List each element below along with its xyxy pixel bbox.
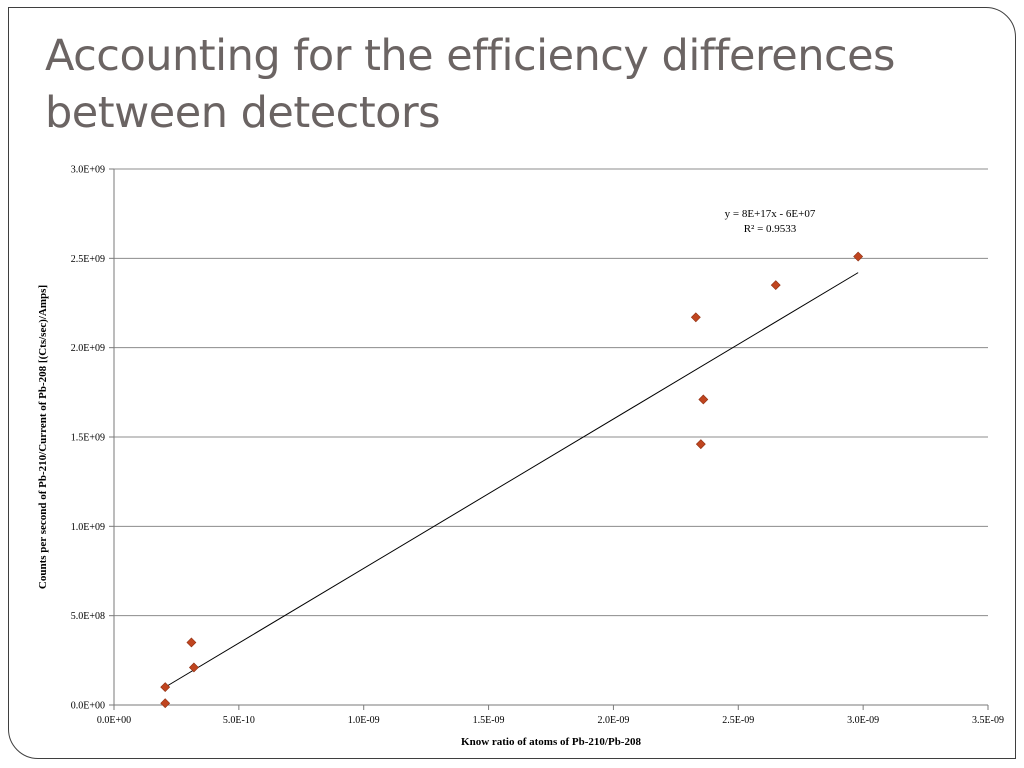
data-point: [160, 682, 171, 693]
slide-title: Accounting for the efficiency difference…: [45, 31, 895, 138]
trendline-group: [164, 272, 859, 688]
data-point: [186, 637, 197, 648]
data-point: [770, 280, 781, 291]
data-point: [853, 251, 864, 262]
x-tick-label: 5.0E-10: [223, 715, 255, 726]
x-tick-label: 1.5E-09: [473, 715, 505, 726]
data-point: [695, 439, 706, 450]
gridlines: [114, 168, 988, 617]
x-tick-label: 2.5E-09: [722, 715, 754, 726]
x-tick-label: 3.5E-09: [972, 715, 1004, 726]
y-tick-label: 1.5E+09: [71, 433, 105, 444]
trendline-r-squared: R² = 0.9533: [744, 223, 797, 235]
x-tick-label: 1.0E-09: [348, 715, 380, 726]
slide-frame: [8, 7, 1016, 759]
y-tick-label: 1.0E+09: [71, 522, 105, 533]
data-point: [188, 662, 199, 673]
y-tick-label: 5.0E+08: [71, 611, 105, 622]
data-point: [698, 394, 709, 405]
x-tick-label: 2.0E-09: [597, 715, 629, 726]
y-axis-title: Counts per second of Pb-210/Current of P…: [37, 285, 49, 589]
x-tick-label: 3.0E-09: [847, 715, 879, 726]
data-point: [690, 312, 701, 323]
trendline: [164, 272, 859, 688]
y-tick-label: 3.0E+09: [71, 165, 105, 176]
tick-labels: 0.0E+00 5.0E+08 1.0E+09 1.5E+09 2.0E+09 2.5E+…: [71, 165, 1004, 727]
y-tick-label: 2.0E+09: [71, 343, 105, 354]
trendline-equation: y = 8E+17x - 6E+07: [725, 208, 816, 220]
x-axis-title: Know ratio of atoms of Pb-210/Pb-208: [461, 736, 641, 748]
data-points: [160, 251, 864, 709]
y-tick-label: 2.5E+09: [71, 254, 105, 265]
data-point: [160, 698, 171, 709]
axes: [109, 168, 989, 710]
x-tick-label: 0.0E+00: [97, 715, 131, 726]
y-tick-label: 0.0E+00: [71, 701, 105, 712]
